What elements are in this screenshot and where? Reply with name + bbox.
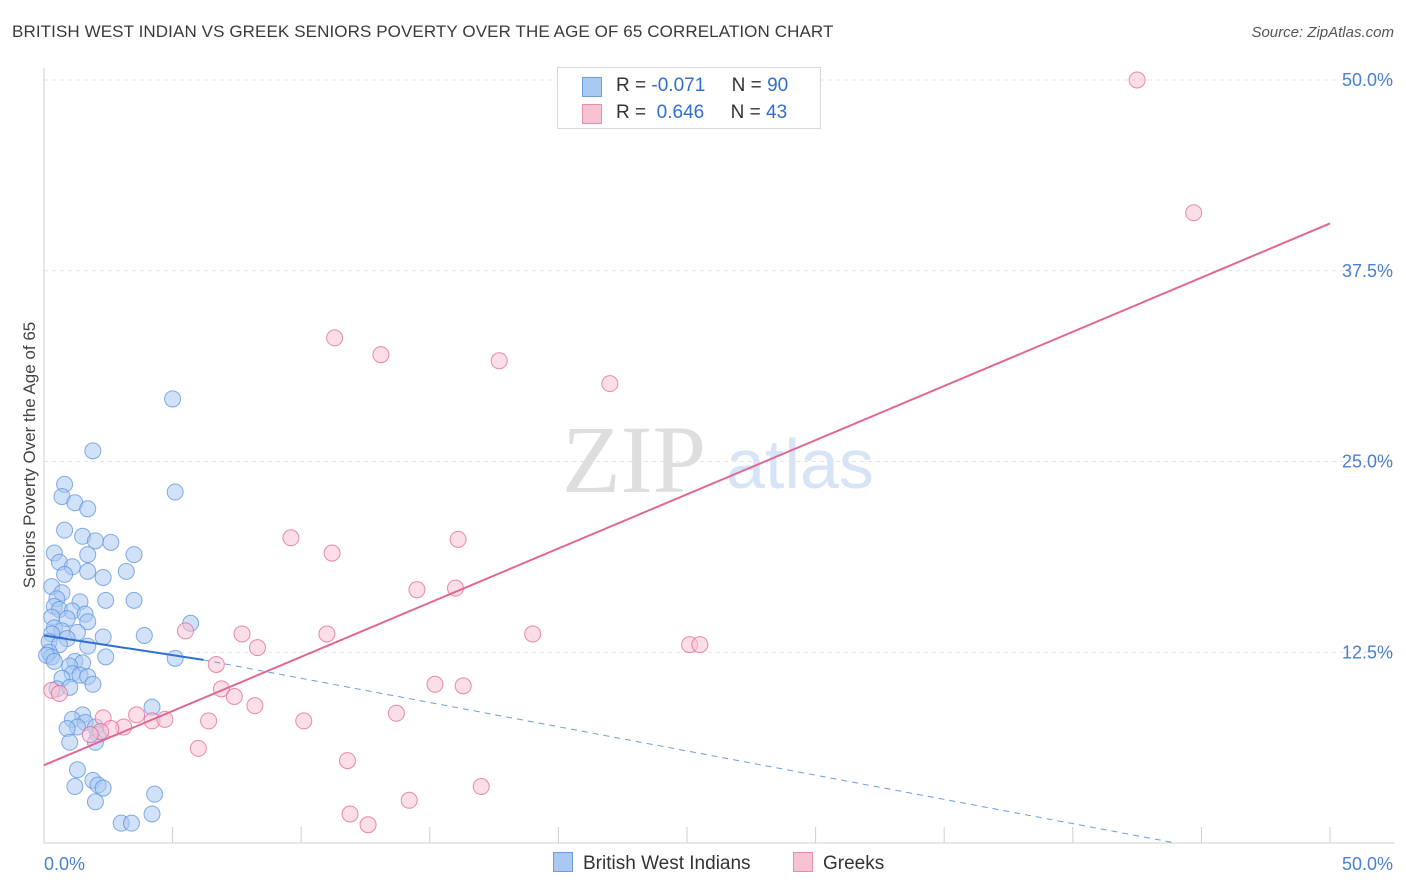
point-british-west-indians (58, 720, 76, 738)
point-greeks (318, 625, 336, 643)
legend-n-label: N = (730, 102, 761, 123)
trend-line-british-west-indians (43, 634, 204, 661)
point-greeks (691, 636, 709, 654)
x-tick-label: 0.0% (44, 854, 85, 874)
bottom-legend-greeks: Greeks (793, 852, 884, 875)
point-british-west-indians (94, 568, 112, 586)
legend-n-value: 90 (767, 75, 789, 96)
trend-line-greeks (43, 222, 1331, 767)
legend-r-value: -0.071 (651, 75, 706, 96)
point-british-west-indians (56, 521, 74, 539)
y-tick-label: 25.0% (1342, 452, 1393, 472)
watermark-atlas: atlas (726, 425, 874, 503)
point-greeks (408, 581, 426, 599)
point-greeks (200, 712, 218, 730)
point-greeks (282, 529, 300, 547)
point-british-west-indians (166, 649, 184, 667)
point-british-west-indians (94, 628, 112, 646)
point-greeks (449, 530, 467, 548)
legend-n-value: 43 (766, 102, 788, 123)
y-axis-label: Seniors Poverty Over the Age of 65 (20, 321, 39, 589)
point-british-west-indians (68, 761, 86, 779)
y-tick-label: 50.0% (1342, 70, 1393, 90)
point-greeks (472, 778, 490, 796)
point-greeks (246, 697, 264, 715)
point-greeks (233, 625, 251, 643)
point-british-west-indians (45, 652, 63, 670)
correlation-legend: R = -0.071 N = 90 R = 0.646 N = 43 (557, 67, 821, 129)
point-greeks (1128, 71, 1146, 89)
y-tick-label: 12.5% (1342, 642, 1393, 662)
point-greeks (359, 816, 377, 834)
point-greeks (400, 791, 418, 809)
point-greeks (323, 544, 341, 562)
point-british-west-indians (164, 390, 182, 408)
point-british-west-indians (143, 805, 161, 823)
point-greeks (128, 706, 146, 724)
point-british-west-indians (125, 591, 143, 609)
point-greeks (295, 712, 313, 730)
point-greeks (248, 639, 266, 657)
legend-r-value: 0.646 (656, 102, 705, 123)
point-british-west-indians (79, 500, 97, 518)
point-british-west-indians (84, 442, 102, 460)
point-british-west-indians (97, 648, 115, 666)
point-greeks (524, 625, 542, 643)
source-credit: Source: ZipAtlas.com (1251, 24, 1394, 41)
point-greeks (454, 677, 472, 695)
point-greeks (207, 655, 225, 673)
point-greeks (1185, 204, 1203, 222)
point-greeks (372, 346, 390, 364)
point-british-west-indians (79, 613, 97, 631)
point-british-west-indians (86, 793, 104, 811)
point-greeks (387, 704, 405, 722)
point-greeks (50, 684, 68, 702)
point-greeks (601, 375, 619, 393)
x-tick-label: 50.0% (1342, 854, 1393, 874)
point-british-west-indians (79, 562, 97, 580)
legend-r-label: R = (616, 102, 647, 123)
point-greeks (338, 752, 356, 770)
point-greeks (81, 726, 99, 744)
point-greeks (326, 329, 344, 347)
point-british-west-indians (146, 785, 164, 803)
point-greeks (426, 675, 444, 693)
bottom-legend-label: Greeks (823, 853, 885, 874)
legend-swatch-blue (582, 77, 602, 97)
legend-swatch-pink (582, 104, 602, 124)
point-greeks (341, 805, 359, 823)
point-british-west-indians (122, 814, 140, 832)
point-british-west-indians (125, 546, 143, 564)
legend-r-label: R = (616, 75, 647, 96)
chart-title: BRITISH WEST INDIAN VS GREEK SENIORS POV… (12, 22, 834, 41)
point-british-west-indians (102, 533, 120, 551)
y-tick-label: 37.5% (1342, 261, 1393, 281)
point-british-west-indians (61, 733, 79, 751)
bottom-legend-swatch-blue (553, 852, 573, 872)
bottom-legend-label: British West Indians (583, 853, 751, 874)
point-british-west-indians (56, 565, 74, 583)
point-greeks (176, 622, 194, 640)
point-british-west-indians (66, 778, 84, 796)
legend-n-label: N = (731, 75, 762, 96)
point-british-west-indians (94, 779, 112, 797)
point-british-west-indians (79, 546, 97, 564)
bottom-legend-british-west-indians: British West Indians (553, 852, 751, 875)
point-british-west-indians (135, 626, 153, 644)
bottom-legend-swatch-pink (793, 852, 813, 872)
point-british-west-indians (117, 562, 135, 580)
point-british-west-indians (97, 591, 115, 609)
point-british-west-indians (84, 675, 102, 693)
point-greeks (189, 739, 207, 757)
watermark-zip: ZIP (562, 406, 706, 513)
point-british-west-indians (166, 483, 184, 501)
point-greeks (490, 352, 508, 370)
point-greeks (225, 688, 243, 706)
